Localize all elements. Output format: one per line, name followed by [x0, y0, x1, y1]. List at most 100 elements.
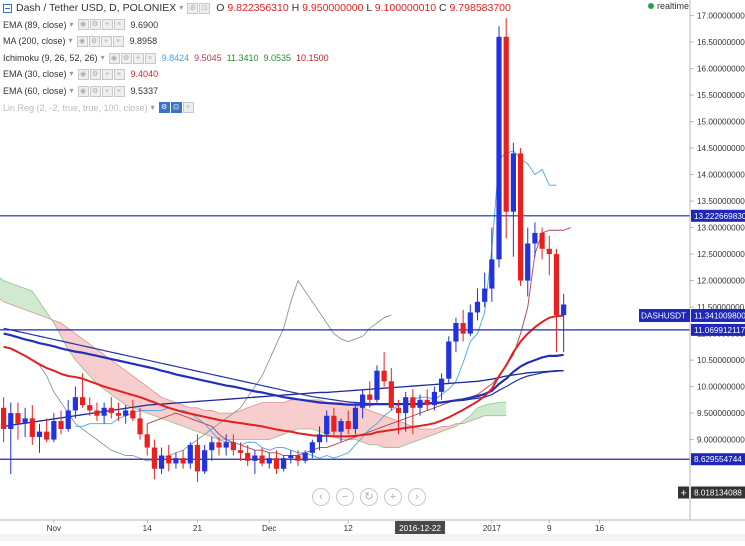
candle-body[interactable] — [510, 153, 516, 212]
settings-icon[interactable]: ⚙ — [88, 35, 100, 47]
zoom-out-icon[interactable]: − — [336, 488, 354, 506]
eye-icon[interactable]: ◉ — [77, 69, 89, 81]
candle-body[interactable] — [403, 397, 409, 414]
settings-icon[interactable]: ⚙ — [89, 85, 101, 97]
candle-body[interactable] — [94, 410, 100, 416]
candle-body[interactable] — [324, 415, 330, 435]
candle-body[interactable] — [273, 458, 280, 469]
candle-body[interactable] — [360, 394, 366, 408]
eye-icon[interactable]: ◉ — [108, 52, 120, 64]
candle-body[interactable] — [338, 421, 344, 432]
settings-icon[interactable]: ⚙ — [187, 2, 199, 14]
chevron-down-icon[interactable]: ▾ — [69, 85, 74, 95]
settings-icon[interactable]: ⚙ — [120, 52, 132, 64]
candle-body[interactable] — [345, 421, 351, 429]
candle-body[interactable] — [245, 452, 251, 461]
candle-body[interactable] — [72, 397, 78, 411]
close-icon[interactable]: × — [113, 19, 125, 31]
zoom-reset-icon[interactable]: ↻ — [360, 488, 378, 506]
chevron-down-icon[interactable]: ▾ — [69, 19, 74, 29]
candle-body[interactable] — [123, 410, 129, 416]
candle-body[interactable] — [453, 323, 459, 342]
candle-body[interactable] — [173, 458, 179, 464]
plus-icon[interactable]: + — [101, 69, 113, 81]
candle-body[interactable] — [137, 418, 143, 435]
candle-body[interactable] — [417, 399, 423, 408]
forward-icon[interactable]: › — [408, 488, 426, 506]
candle-body[interactable] — [352, 407, 359, 429]
candle-body[interactable] — [467, 312, 473, 334]
candle-body[interactable] — [281, 458, 287, 469]
candle-body[interactable] — [151, 447, 157, 469]
candle-body[interactable] — [410, 397, 416, 408]
close-icon[interactable]: × — [182, 102, 194, 114]
eye-icon[interactable]: ◉ — [77, 85, 89, 97]
indicator-row[interactable]: EMA (30, close) ▾ ◉ ⚙ + × 9.4040 — [3, 66, 511, 83]
indicator-label[interactable]: Lin Reg (2, -2, true, true, 100, close) — [3, 102, 148, 113]
candle-body[interactable] — [29, 418, 35, 437]
candle-body[interactable] — [517, 153, 524, 281]
indicator-label[interactable]: MA (200, close) — [3, 36, 66, 47]
candle-body[interactable] — [367, 394, 373, 400]
candle-body[interactable] — [374, 370, 380, 400]
candle-body[interactable] — [431, 391, 437, 406]
candle-body[interactable] — [288, 455, 294, 459]
candle-body[interactable] — [1, 407, 7, 429]
candle-body[interactable] — [202, 450, 208, 472]
chevron-down-icon[interactable]: ▾ — [150, 102, 155, 112]
candle-body[interactable] — [266, 458, 272, 464]
candle-body[interactable] — [79, 397, 86, 406]
hide-icon[interactable]: ⊡ — [170, 102, 182, 114]
candle-body[interactable] — [237, 450, 244, 453]
candle-body[interactable] — [65, 410, 71, 429]
candle-body[interactable] — [158, 455, 165, 469]
close-icon[interactable]: × — [113, 69, 125, 81]
indicator-row[interactable]: MA (200, close) ▾ ◉ ⚙ + × 9.8958 — [3, 33, 511, 50]
indicator-label[interactable]: EMA (30, close) — [3, 69, 67, 80]
candle-body[interactable] — [553, 254, 560, 316]
settings-icon[interactable]: ⚙ — [158, 102, 170, 114]
chevron-down-icon[interactable]: ▾ — [69, 69, 74, 79]
candle-body[interactable] — [496, 36, 502, 260]
candle-body[interactable] — [144, 434, 150, 448]
hide-icon[interactable]: ⊡ — [199, 2, 211, 14]
candle-body[interactable] — [230, 442, 236, 451]
plus-icon[interactable]: + — [100, 35, 112, 47]
candle-body[interactable] — [482, 288, 488, 302]
symbol-title[interactable]: Dash / Tether USD, D, POLONIEX — [16, 2, 177, 14]
candle-body[interactable] — [295, 455, 301, 461]
indicator-label[interactable]: EMA (60, close) — [3, 85, 67, 96]
candle-body[interactable] — [489, 259, 495, 289]
candle-body[interactable] — [424, 399, 430, 406]
candle-body[interactable] — [22, 418, 28, 424]
candle-body[interactable] — [539, 232, 545, 249]
candle-body[interactable] — [252, 455, 258, 461]
zoom-in-icon[interactable]: + — [384, 488, 402, 506]
candle-body[interactable] — [58, 421, 64, 429]
candle-body[interactable] — [101, 407, 107, 416]
candle-body[interactable] — [532, 232, 538, 244]
close-icon[interactable]: × — [144, 52, 156, 64]
candle-body[interactable] — [316, 434, 323, 443]
candle-body[interactable] — [395, 407, 402, 414]
candle-body[interactable] — [44, 431, 50, 440]
indicator-row[interactable]: EMA (60, close) ▾ ◉ ⚙ + × 9.5337 — [3, 83, 511, 100]
close-icon[interactable]: × — [112, 35, 124, 47]
candle-body[interactable] — [546, 248, 552, 255]
indicator-row[interactable]: Ichimoku (9, 26, 52, 26) ▾ ◉ ⚙ + × 9.8424 9.504… — [3, 50, 511, 67]
candle-body[interactable] — [259, 455, 265, 464]
candle-body[interactable] — [130, 410, 136, 419]
plus-icon[interactable]: + — [132, 52, 144, 64]
collapse-legend-icon[interactable] — [3, 3, 12, 13]
chevron-down-icon[interactable]: ▾ — [100, 52, 105, 62]
candle-body[interactable] — [108, 407, 114, 414]
cursor-plus-icon-bg[interactable] — [678, 486, 689, 499]
candle-body[interactable] — [302, 452, 308, 461]
candle-body[interactable] — [194, 444, 201, 472]
candle-body[interactable] — [216, 442, 222, 448]
chevron-down-icon[interactable]: ▾ — [179, 3, 184, 12]
indicator-label[interactable]: EMA (89, close) — [3, 19, 67, 30]
candle-body[interactable] — [561, 304, 567, 316]
